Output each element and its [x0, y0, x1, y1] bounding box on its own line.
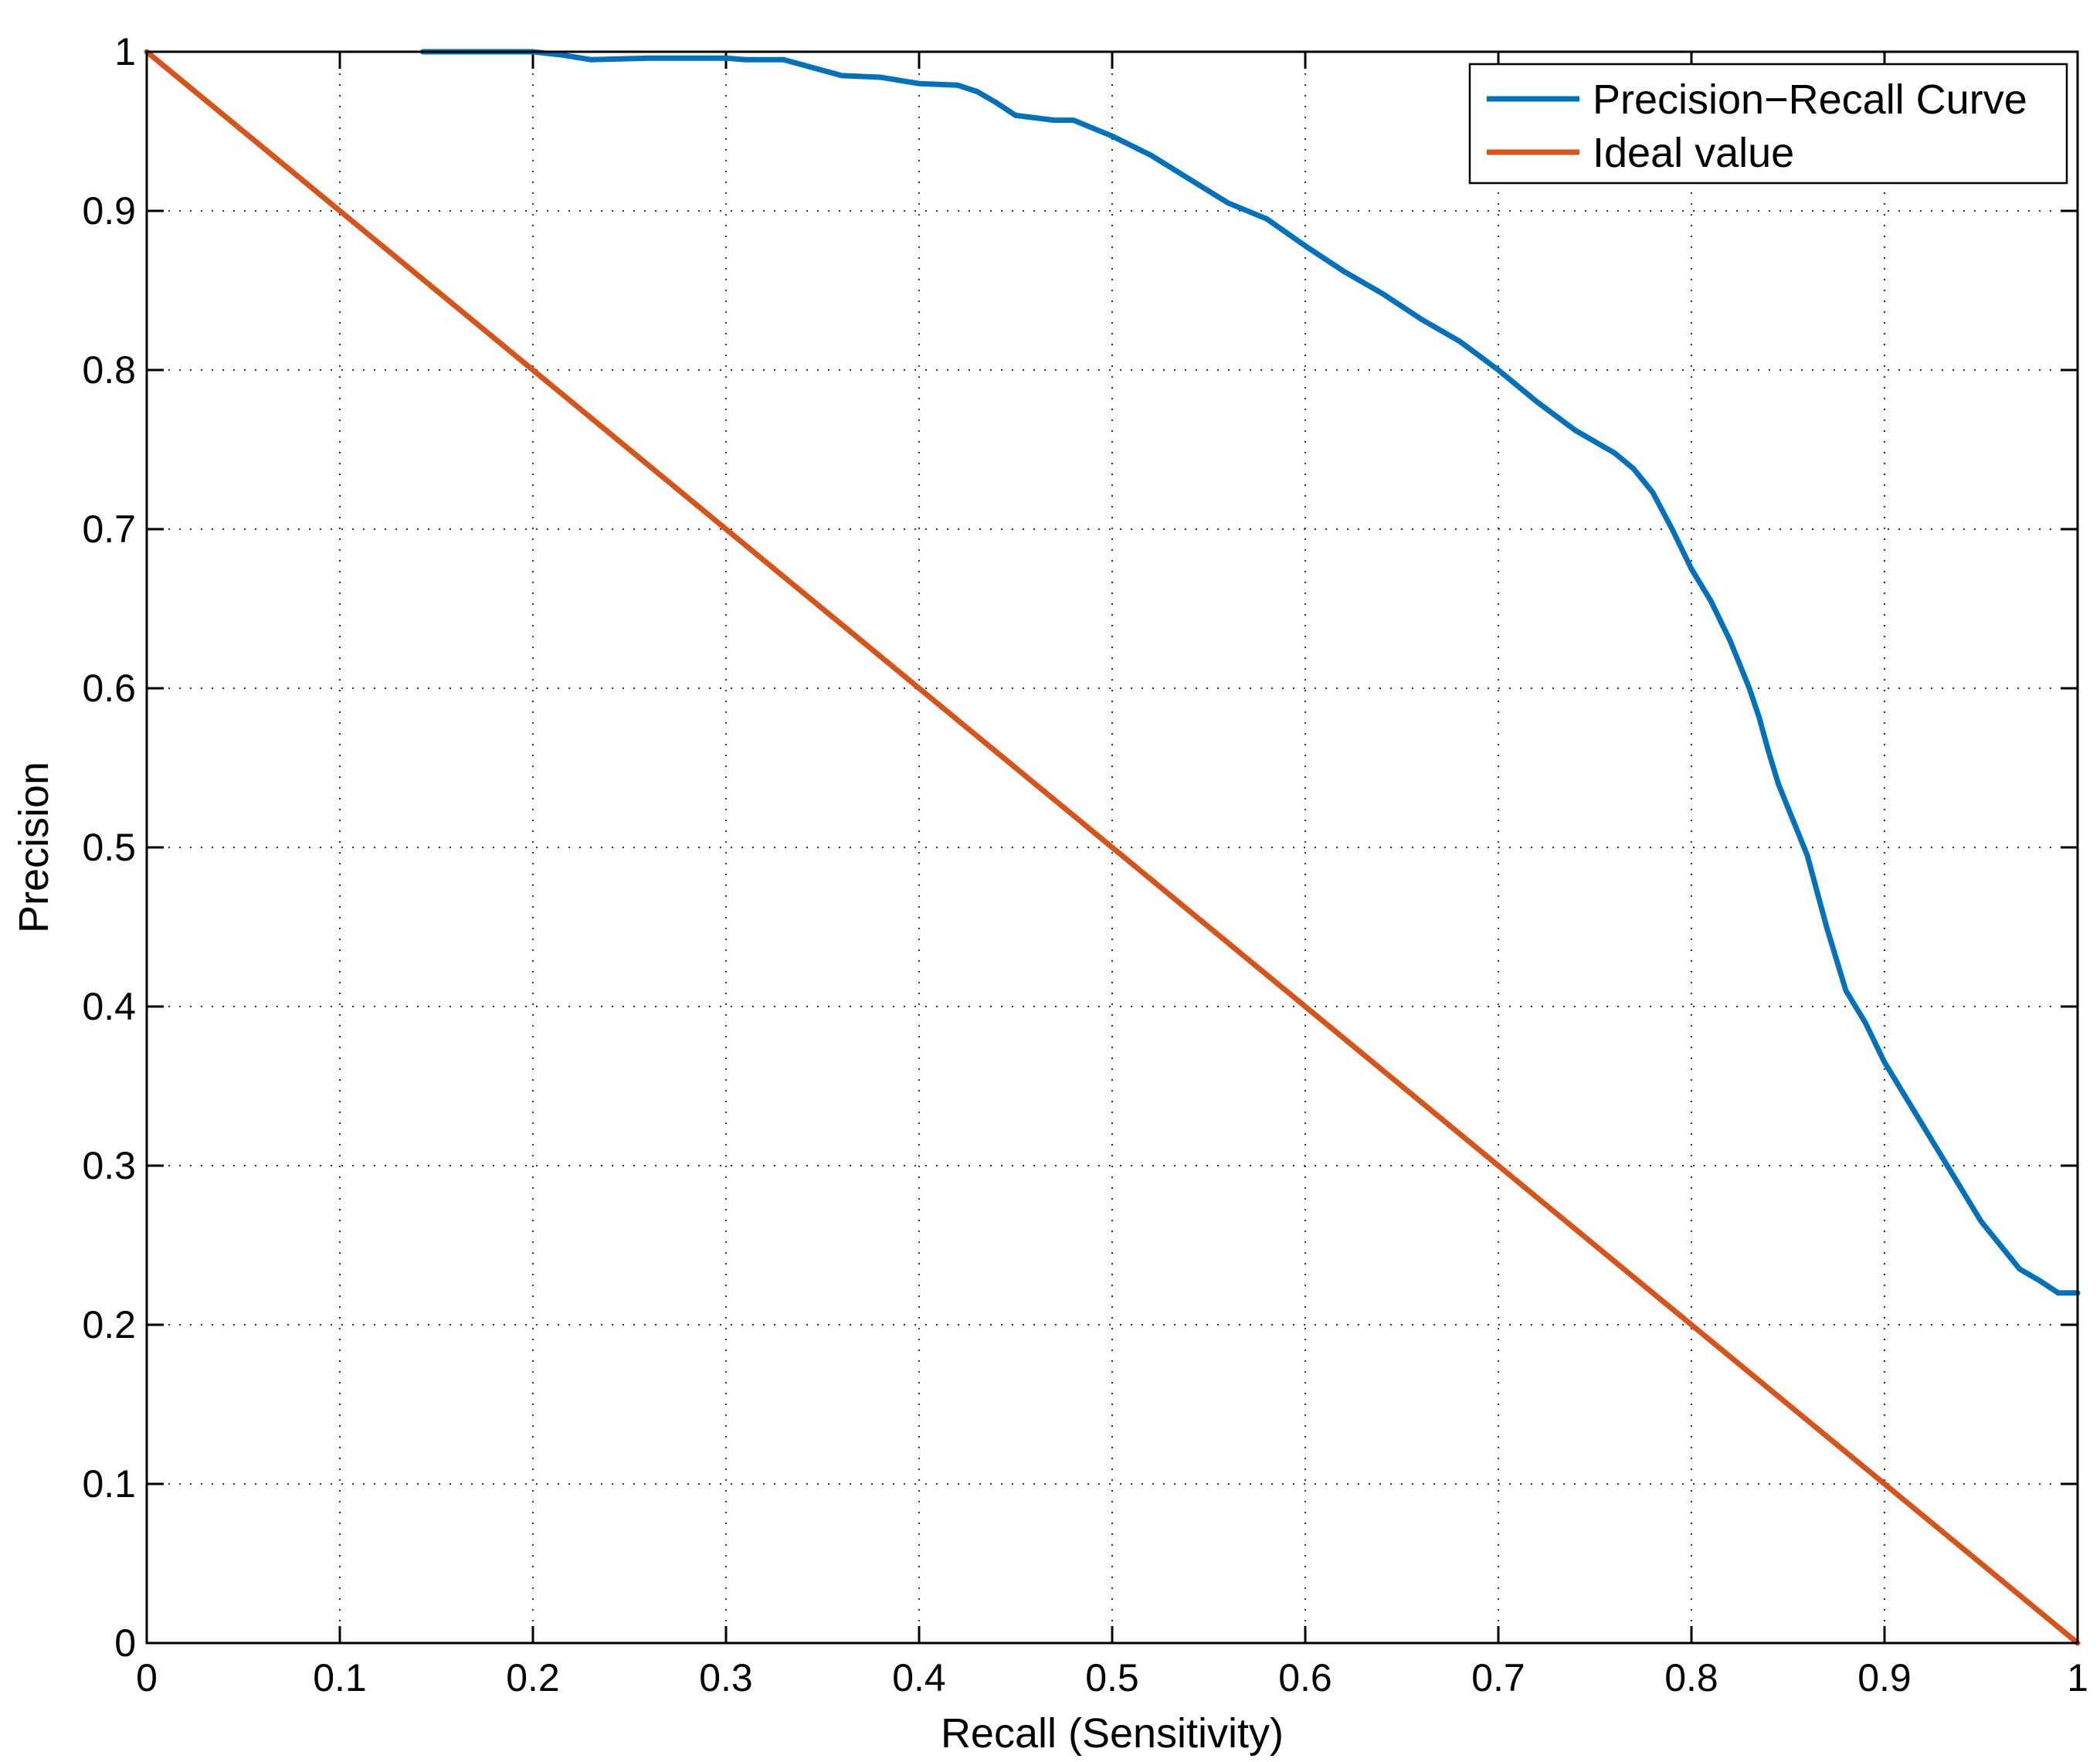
y-tick-label: 0.8: [82, 348, 136, 392]
y-tick-label: 0.7: [82, 508, 136, 551]
plot-frame: [145, 50, 2079, 1645]
ideal-value-line: [144, 49, 2081, 1646]
legend-label-ideal-value: Ideal value: [1593, 130, 1794, 176]
precision-recall-curve-line: [420, 49, 2081, 1296]
x-tick-label: 0.8: [1664, 1656, 1718, 1699]
legend-label-precision-recall: Precision−Recall Curve: [1593, 76, 2027, 123]
y-tick-label: 0.6: [82, 667, 136, 710]
x-tick-label: 0.7: [1471, 1656, 1525, 1699]
x-tick-label: 0.9: [1857, 1656, 1912, 1699]
legend: Precision−Recall Curve Ideal value: [1468, 63, 2068, 185]
y-tick-label: 0.1: [82, 1462, 136, 1506]
y-axis-label: Precision: [11, 762, 57, 933]
y-tick-label: 0.3: [82, 1144, 136, 1187]
x-tick-label: 0.3: [699, 1656, 753, 1699]
y-tick-label: 0.2: [82, 1303, 136, 1346]
y-tick-label: 0.5: [82, 826, 136, 869]
x-axis-label: Recall (Sensitivity): [941, 1710, 1284, 1757]
y-tick-labels: 0 0.1 0.2 0.3 0.4 0.5 0.6 0.7 0.8 0.9 1: [82, 30, 136, 1665]
x-tick-label: 0.2: [506, 1656, 560, 1699]
y-tick-label: 1: [114, 30, 136, 73]
x-tick-label: 0.6: [1278, 1656, 1332, 1699]
x-tick-labels: 0 0.1 0.2 0.3 0.4 0.5 0.6 0.7 0.8 0.9 1: [136, 1656, 2088, 1699]
x-tick-label: 1: [2067, 1656, 2088, 1699]
x-tick-label: 0.5: [1085, 1656, 1139, 1699]
x-tick-label: 0.4: [892, 1656, 946, 1699]
y-tick-label: 0: [114, 1621, 136, 1665]
x-tick-label: 0: [136, 1656, 158, 1699]
y-tick-label: 0.4: [82, 985, 136, 1028]
y-tick-label: 0.9: [82, 189, 136, 233]
series: [144, 49, 2081, 1646]
legend-box: [1468, 63, 2068, 185]
x-tick-label: 0.1: [313, 1656, 367, 1699]
